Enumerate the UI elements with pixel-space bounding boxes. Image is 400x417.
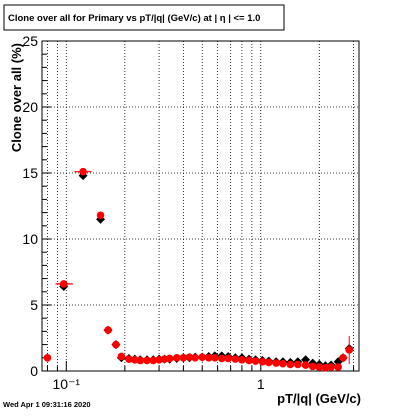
- data-point-red: [104, 326, 112, 334]
- data-point-red: [59, 280, 68, 288]
- data-point-red: [321, 363, 330, 372]
- data-point-red: [210, 354, 219, 362]
- y-tick-label: 15: [22, 165, 38, 181]
- data-point-red: [265, 358, 273, 367]
- data-point-red: [149, 356, 158, 365]
- data-point-red: [125, 355, 133, 363]
- data-point-red: [96, 211, 105, 220]
- data-point-red: [179, 354, 188, 362]
- plot-frame: [41, 40, 360, 372]
- data-point-red: [327, 363, 335, 371]
- x-tick-label: 10⁻¹: [52, 376, 80, 392]
- series-red-points: [43, 167, 354, 372]
- y-tick-label: 0: [30, 363, 38, 379]
- data-point-red: [238, 355, 246, 364]
- chart-title: Clone over all for Primary vs pT/|q| (Ge…: [8, 13, 260, 24]
- data-point-red: [245, 356, 253, 365]
- grid-lines: [42, 41, 359, 371]
- data-point-red: [258, 357, 267, 366]
- y-axis: 0 5 10 15 20 25: [22, 33, 51, 379]
- title-box: [3, 4, 285, 31]
- data-point-red: [172, 354, 181, 362]
- data-point-red: [293, 360, 302, 369]
- y-tick-label: 20: [22, 99, 38, 115]
- y-tick-label: 10: [22, 231, 38, 247]
- data-point-red: [204, 354, 213, 362]
- data-point-red: [339, 354, 347, 362]
- series-black-points: [59, 171, 354, 371]
- y-axis-label: Clone over all (%): [9, 43, 24, 152]
- data-point-red: [315, 363, 324, 371]
- data-point-red: [286, 360, 295, 369]
- x-axis-label: pT/|q| (GeV/c): [277, 391, 361, 406]
- data-point-red: [334, 363, 342, 371]
- data-point-red: [308, 362, 317, 371]
- data-point-red: [345, 346, 354, 354]
- data-point-red: [224, 354, 232, 363]
- data-point-red: [79, 167, 87, 176]
- data-point-red: [117, 352, 126, 361]
- y-tick-label: 5: [30, 297, 38, 313]
- x-tick-label: 1: [257, 376, 265, 392]
- data-point-red: [136, 356, 145, 365]
- timestamp-footer: Wed Apr 1 09:31:16 2020: [3, 400, 91, 409]
- data-point-red: [272, 359, 280, 367]
- data-point-red: [143, 356, 151, 365]
- data-point-red: [185, 353, 194, 361]
- data-point-red: [191, 354, 199, 362]
- data-point-red: [231, 355, 240, 363]
- data-point-red: [279, 359, 287, 368]
- data-point-red: [165, 354, 174, 363]
- data-point-red: [112, 340, 120, 349]
- data-point-red: [198, 353, 207, 361]
- y-tick-label: 25: [22, 33, 38, 49]
- data-point-red: [251, 357, 260, 365]
- data-point-red: [217, 354, 226, 363]
- data-point-red: [301, 361, 310, 369]
- data-point-red: [43, 354, 52, 362]
- x-axis: 10⁻¹ 1: [46, 361, 355, 392]
